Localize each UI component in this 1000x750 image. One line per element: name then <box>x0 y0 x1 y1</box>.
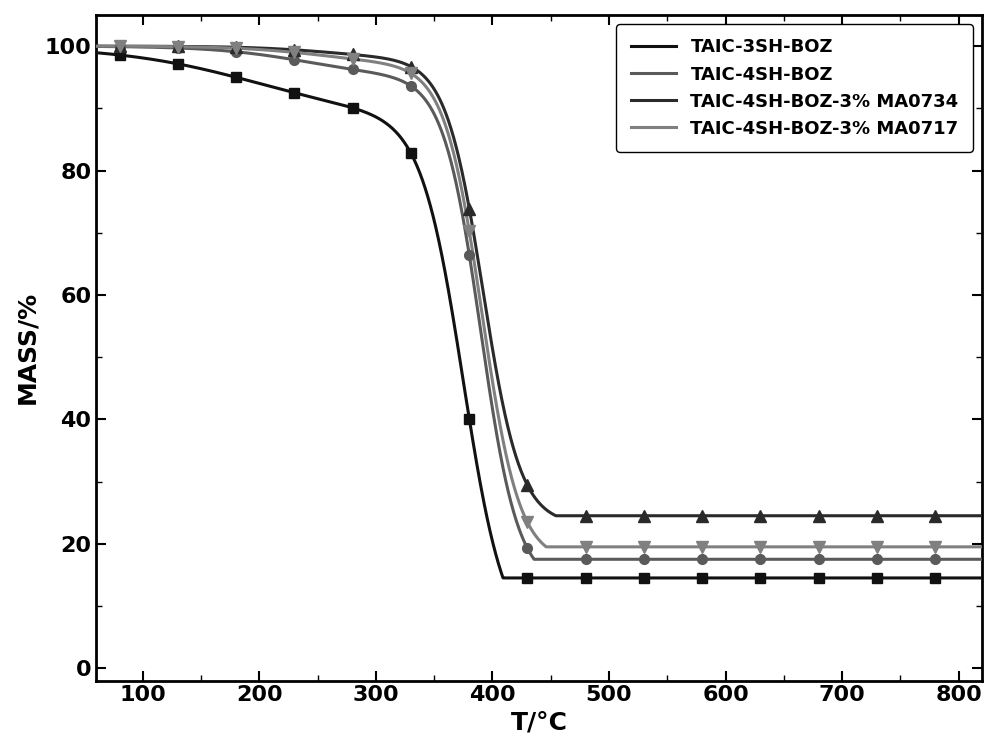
TAIC-4SH-BOZ-3% MA0717 <box>497 438 509 447</box>
TAIC-4SH-BOZ <box>90 42 102 51</box>
TAIC-4SH-BOZ-3% MA0734 <box>135 42 147 51</box>
TAIC-4SH-BOZ <box>135 43 147 52</box>
TAIC-4SH-BOZ-3% MA0734 <box>788 512 800 520</box>
TAIC-4SH-BOZ-3% MA0734 <box>521 480 533 489</box>
Y-axis label: MASS/%: MASS/% <box>15 291 39 404</box>
TAIC-4SH-BOZ-3% MA0734 <box>950 512 962 520</box>
TAIC-4SH-BOZ-3% MA0734 <box>90 42 102 51</box>
Line: TAIC-4SH-BOZ-3% MA0734: TAIC-4SH-BOZ-3% MA0734 <box>96 46 982 516</box>
TAIC-4SH-BOZ-3% MA0717 <box>788 542 800 551</box>
TAIC-4SH-BOZ-3% MA0717 <box>135 42 147 51</box>
TAIC-4SH-BOZ <box>951 555 963 564</box>
TAIC-3SH-BOZ <box>950 574 962 583</box>
TAIC-4SH-BOZ <box>788 555 800 564</box>
TAIC-4SH-BOZ <box>521 543 533 552</box>
X-axis label: T/°C: T/°C <box>511 711 568 735</box>
TAIC-4SH-BOZ <box>497 465 509 474</box>
TAIC-4SH-BOZ-3% MA0717 <box>976 542 988 551</box>
TAIC-4SH-BOZ-3% MA0717 <box>951 542 963 551</box>
Line: TAIC-4SH-BOZ: TAIC-4SH-BOZ <box>96 46 982 560</box>
TAIC-3SH-BOZ <box>135 53 147 62</box>
TAIC-4SH-BOZ-3% MA0734 <box>497 403 509 412</box>
TAIC-4SH-BOZ-3% MA0717 <box>90 42 102 51</box>
TAIC-4SH-BOZ-3% MA0734 <box>550 512 562 520</box>
Line: TAIC-3SH-BOZ: TAIC-3SH-BOZ <box>96 53 982 578</box>
TAIC-4SH-BOZ <box>528 555 540 564</box>
TAIC-4SH-BOZ <box>950 555 962 564</box>
TAIC-3SH-BOZ <box>951 574 963 583</box>
TAIC-3SH-BOZ <box>521 574 533 583</box>
TAIC-3SH-BOZ <box>976 574 988 583</box>
TAIC-3SH-BOZ <box>788 574 800 583</box>
TAIC-3SH-BOZ <box>497 574 509 583</box>
TAIC-4SH-BOZ-3% MA0734 <box>951 512 963 520</box>
TAIC-4SH-BOZ <box>976 555 988 564</box>
Line: TAIC-4SH-BOZ-3% MA0717: TAIC-4SH-BOZ-3% MA0717 <box>96 46 982 547</box>
TAIC-4SH-BOZ-3% MA0717 <box>540 542 552 551</box>
TAIC-4SH-BOZ-3% MA0717 <box>950 542 962 551</box>
TAIC-4SH-BOZ-3% MA0734 <box>976 512 988 520</box>
TAIC-3SH-BOZ <box>498 574 510 583</box>
TAIC-3SH-BOZ <box>90 48 102 57</box>
TAIC-4SH-BOZ-3% MA0717 <box>521 517 533 526</box>
Legend: TAIC-3SH-BOZ, TAIC-4SH-BOZ, TAIC-4SH-BOZ-3% MA0734, TAIC-4SH-BOZ-3% MA0717: TAIC-3SH-BOZ, TAIC-4SH-BOZ, TAIC-4SH-BOZ… <box>616 24 973 152</box>
